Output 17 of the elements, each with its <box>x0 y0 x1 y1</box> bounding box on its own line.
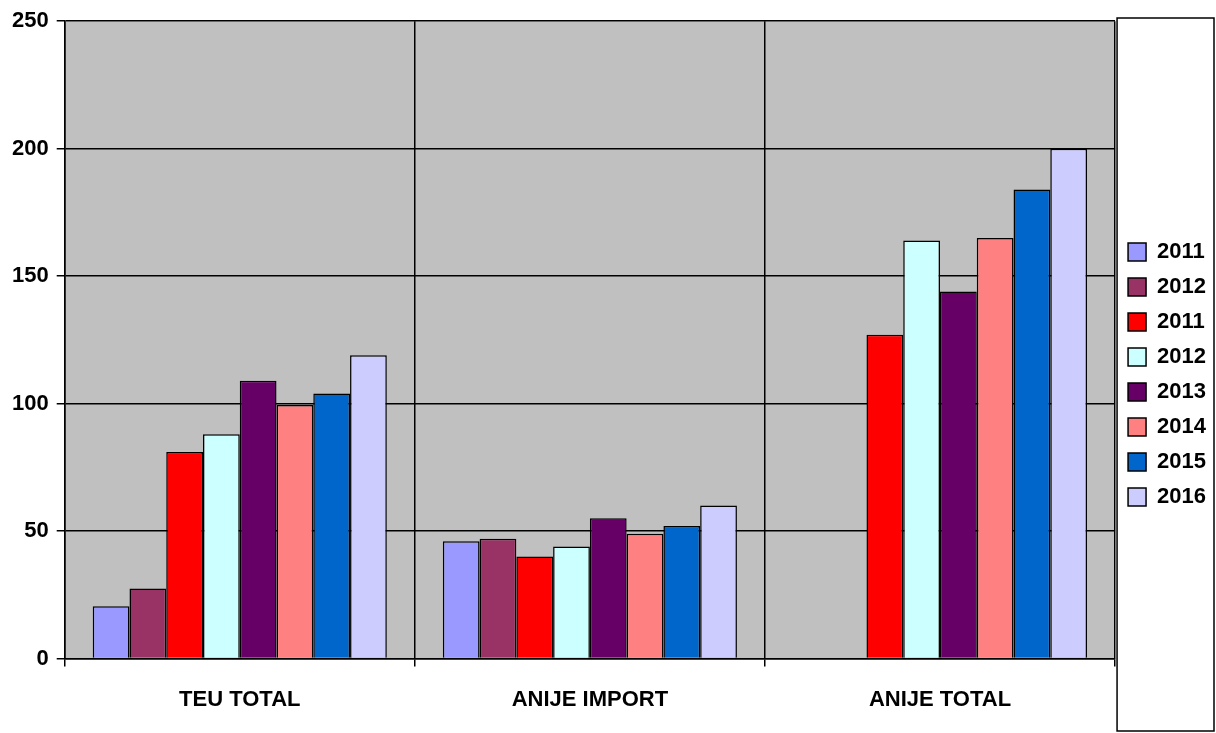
legend-label: 2016 <box>1157 483 1207 509</box>
y-tick-label: 200 <box>11 134 49 160</box>
y-tick-label: 50 <box>24 517 49 543</box>
y-tick-label: 250 <box>11 7 49 33</box>
x-tick-label: TEU TOTAL <box>179 685 301 711</box>
y-tick-label: 150 <box>11 262 49 288</box>
x-tick-label: ANIJE IMPORT <box>511 685 669 711</box>
legend-label: 2014 <box>1157 413 1207 439</box>
legend-label: 2011 <box>1157 238 1205 264</box>
y-tick-label: 100 <box>11 389 49 415</box>
legend-label: 2012 <box>1157 343 1207 369</box>
y-tick-label: 0 <box>36 644 49 670</box>
legend-label: 2011 <box>1157 308 1205 334</box>
legend-label: 2012 <box>1157 273 1207 299</box>
x-tick-label: ANIJE TOTAL <box>868 685 1012 711</box>
legend-label: 2015 <box>1157 448 1207 474</box>
legend-label: 2013 <box>1157 378 1207 404</box>
